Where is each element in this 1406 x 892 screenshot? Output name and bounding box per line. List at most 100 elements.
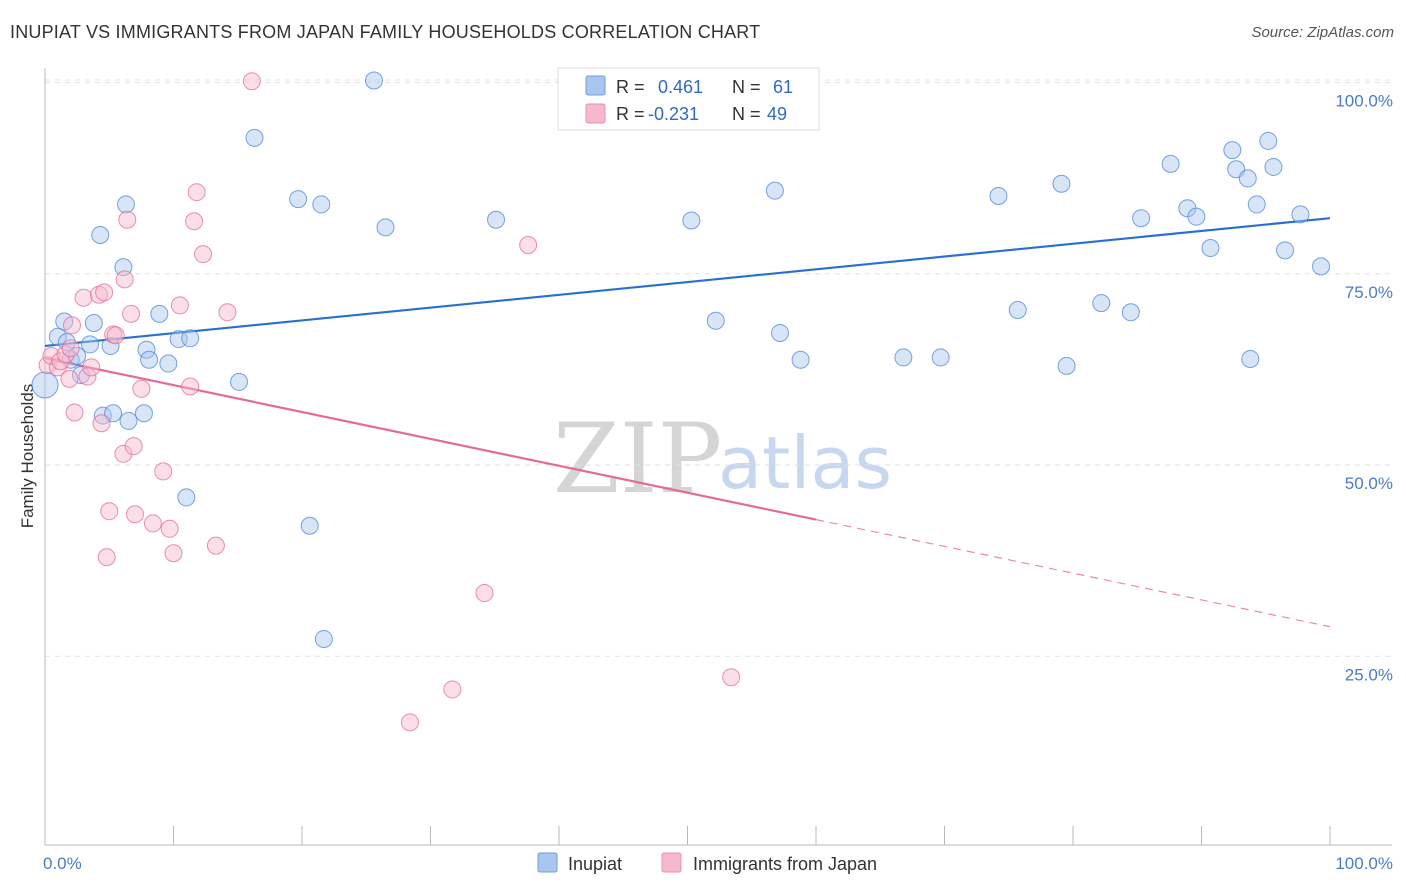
inupiat-point [314,629,333,648]
legend-r-value: -0.231 [648,104,699,124]
inupiat-point [1121,303,1140,322]
tick-labels: 25.0% 50.0% 75.0% 100.0% 0.0% 100.0% [43,92,1393,874]
bottom-legend: Inupiat Immigrants from Japan [537,852,877,874]
inupiat-point [376,218,395,237]
inupiat-point [989,187,1008,206]
bottom-legend-label-japan: Immigrants from Japan [693,854,877,874]
inupiat-point [91,226,110,245]
inupiat-point [1247,195,1266,214]
inupiat-point [682,211,701,230]
legend-n-label: N = [732,77,761,97]
axes [44,68,1392,846]
japan-point [92,414,111,433]
inupiat-point [116,195,135,214]
japan-point [170,296,189,315]
inupiat-point [1201,239,1220,258]
japan-point [519,235,538,254]
inupiat-point [104,404,123,423]
watermark: ZIP atlas [553,403,892,515]
japan-point [443,680,462,699]
inupiat-point [134,404,153,423]
bottom-legend-swatch-japan [661,852,682,873]
japan-point [143,514,162,533]
inupiat-point [230,372,249,391]
watermark-zip: ZIP [553,403,722,515]
inupiat-point [1276,241,1295,260]
y-tick-label: 75.0% [1345,283,1393,302]
inupiat-point [894,348,913,367]
inupiat-point [1008,301,1027,319]
inupiat-point [159,354,178,373]
inupiat-point [140,350,159,369]
inupiat-point [1057,356,1076,375]
japan-point [95,283,114,302]
japan-point [100,502,119,521]
japan-point [154,462,173,481]
japan-point [97,548,116,567]
japan-point [42,346,61,365]
inupiat-point [1132,209,1151,228]
japan-point [475,584,494,603]
inupiat-point [31,371,59,399]
inupiat-point [1238,169,1257,188]
legend-r-label: R = [616,104,645,124]
japan-point [125,505,144,524]
inupiat-point [791,350,810,369]
legend-n-label: N = [732,104,761,124]
inupiat-point [1241,349,1260,368]
japan-trend-line [44,357,817,521]
inupiat-point [765,181,784,200]
trend-lines [44,217,1331,628]
japan-point [114,444,133,463]
japan-point [74,288,93,307]
japan-point [722,668,741,687]
inupiat-point [312,195,331,214]
inupiat-point [68,346,87,365]
legend: R = 0.461 N = 61 R = -0.231 N = 49 [557,67,820,131]
japan-point [65,403,84,422]
source-label: Source: ZipAtlas.com [1251,24,1394,41]
inupiat-trend-line [44,217,1331,348]
inupiat-point [1161,154,1180,173]
inupiat-point [177,488,196,507]
x-tick-label: 100.0% [1335,854,1393,873]
inupiat-point [289,190,308,209]
y-tick-label: 25.0% [1345,665,1393,684]
japan-point [78,367,97,386]
inupiat-point [71,366,90,385]
japan-point [160,519,179,538]
inupiat-point [119,411,138,430]
japan-point [400,713,419,732]
inupiat-point [1092,294,1111,313]
inupiat-point [245,128,264,147]
japan-point [164,544,183,563]
inupiat-point [181,329,200,348]
y-tick-label: 100.0% [1335,92,1393,111]
legend-r-label: R = [616,77,645,97]
japan-point [185,212,204,231]
inupiat-point [487,210,506,229]
japan-point [206,536,225,555]
bottom-legend-label-inupiat: Inupiat [568,854,622,874]
inupiat-point [84,314,103,333]
inupiat-point [931,348,950,367]
inupiat-point [706,311,725,330]
inupiat-point [1223,141,1242,160]
japan-point [56,345,75,364]
japan-point [118,210,137,229]
japan-point [106,326,125,345]
inupiat-point [150,304,169,323]
japan-point [124,437,143,456]
inupiat-point [1291,205,1310,224]
bottom-legend-swatch-inupiat [537,852,558,873]
inupiat-point [80,335,99,354]
legend-swatch-japan [585,103,606,124]
inupiat-point [1052,174,1071,193]
grid [45,79,1392,657]
inupiat-point [771,323,790,342]
inupiat-point [300,516,319,535]
japan-point [242,72,261,91]
y-tick-label: 50.0% [1345,474,1393,493]
inupiat-point [48,327,67,346]
